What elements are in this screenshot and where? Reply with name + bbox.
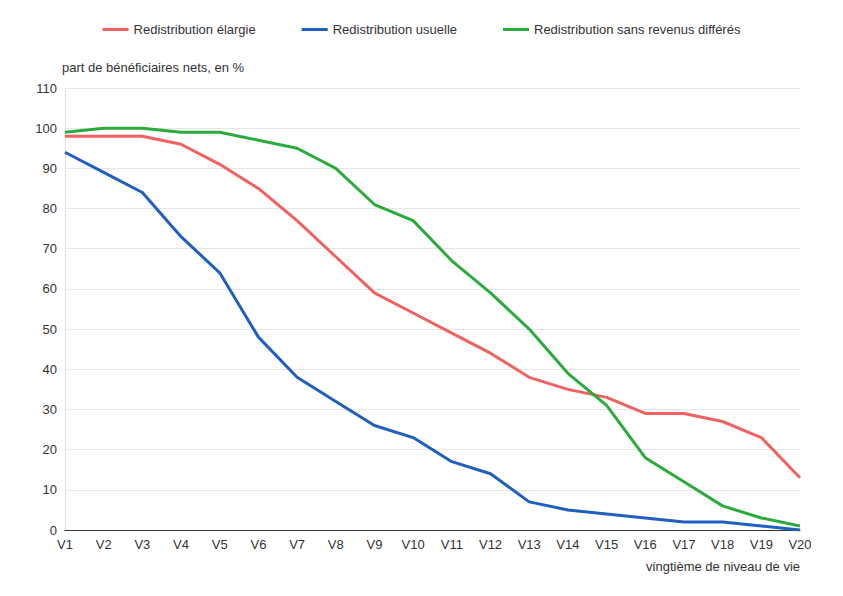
svg-text:part de bénéficiaires nets, en: part de bénéficiaires nets, en % bbox=[62, 60, 245, 75]
svg-text:90: 90 bbox=[43, 161, 57, 176]
svg-text:Redistribution sans revenus di: Redistribution sans revenus différés bbox=[534, 22, 741, 37]
svg-text:V9: V9 bbox=[367, 537, 383, 552]
svg-text:V5: V5 bbox=[212, 537, 228, 552]
svg-text:40: 40 bbox=[43, 362, 57, 377]
svg-text:V20: V20 bbox=[788, 537, 811, 552]
svg-text:10: 10 bbox=[43, 482, 57, 497]
svg-text:V18: V18 bbox=[711, 537, 734, 552]
svg-text:110: 110 bbox=[36, 81, 57, 96]
svg-text:50: 50 bbox=[43, 322, 57, 337]
svg-text:V17: V17 bbox=[672, 537, 695, 552]
svg-text:Redistribution élargie: Redistribution élargie bbox=[134, 22, 256, 37]
svg-text:V1: V1 bbox=[57, 537, 73, 552]
svg-text:vingtième de niveau de vie: vingtième de niveau de vie bbox=[646, 559, 800, 574]
svg-text:V13: V13 bbox=[518, 537, 541, 552]
svg-text:V15: V15 bbox=[595, 537, 618, 552]
svg-text:V12: V12 bbox=[479, 537, 502, 552]
svg-text:60: 60 bbox=[43, 281, 57, 296]
svg-text:V4: V4 bbox=[173, 537, 189, 552]
svg-text:V3: V3 bbox=[134, 537, 150, 552]
svg-text:V14: V14 bbox=[556, 537, 579, 552]
svg-text:20: 20 bbox=[43, 442, 57, 457]
svg-text:V16: V16 bbox=[634, 537, 657, 552]
svg-text:V11: V11 bbox=[441, 537, 463, 552]
svg-text:V7: V7 bbox=[289, 537, 305, 552]
svg-text:Redistribution usuelle: Redistribution usuelle bbox=[333, 22, 457, 37]
svg-text:80: 80 bbox=[43, 201, 57, 216]
svg-text:V19: V19 bbox=[750, 537, 773, 552]
svg-text:V8: V8 bbox=[328, 537, 344, 552]
svg-text:V2: V2 bbox=[96, 537, 112, 552]
svg-text:100: 100 bbox=[35, 121, 57, 136]
svg-text:30: 30 bbox=[43, 402, 57, 417]
svg-text:0: 0 bbox=[50, 523, 57, 538]
svg-text:70: 70 bbox=[43, 241, 57, 256]
svg-text:V6: V6 bbox=[250, 537, 266, 552]
svg-text:V10: V10 bbox=[402, 537, 425, 552]
